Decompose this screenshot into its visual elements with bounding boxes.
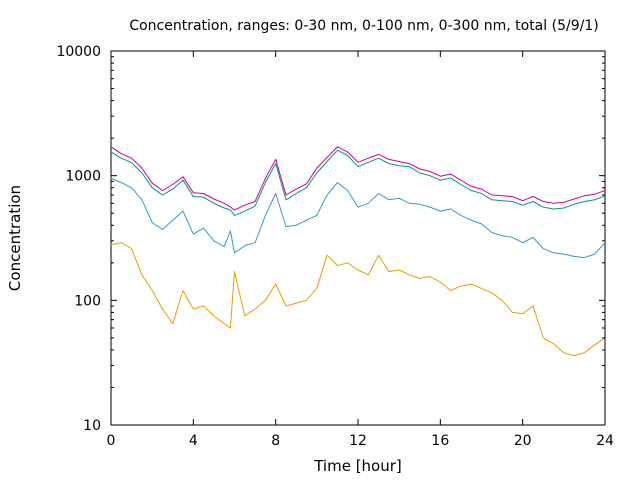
y-tick-label: 10 [83,418,101,434]
chart-title: Concentration, ranges: 0-30 nm, 0-100 nm… [129,18,598,34]
series-line-2 [110,177,606,259]
x-tick-label: 0 [107,433,116,449]
x-tick-label: 16 [431,433,449,449]
series-line-3 [110,149,606,216]
y-tick-label: 100 [74,293,101,309]
x-tick-label: 8 [271,433,280,449]
series-line-4 [110,146,606,211]
y-tick-label: 10000 [56,44,101,60]
y-axis-label: Concentration [6,185,24,291]
x-tick-label: 24 [596,433,614,449]
series-line-1 [110,242,606,357]
x-tick-label: 4 [189,433,198,449]
x-tick-label: 20 [514,433,532,449]
y-tick-label: 1000 [65,169,101,185]
x-tick-label: 12 [349,433,367,449]
x-axis-label: Time [hour] [313,457,402,475]
